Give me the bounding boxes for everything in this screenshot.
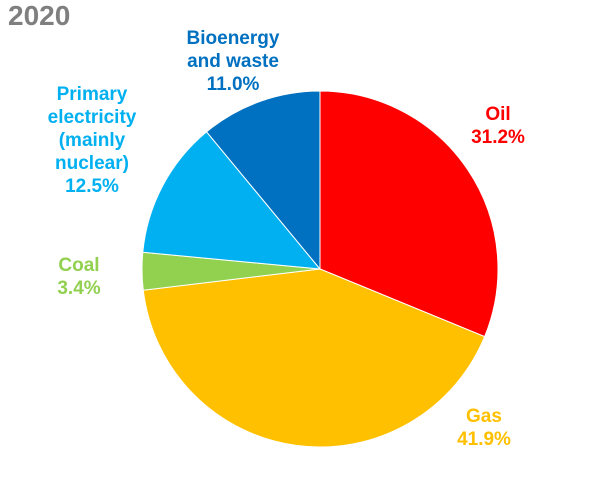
slice-label-primary-electricity: Primary electricity (mainly nuclear) 12.… [47, 84, 137, 197]
pie-slice-primary-electricity [142, 131, 322, 270]
pie-slice-bioenergy [205, 90, 321, 271]
pie-slice-gas [142, 268, 486, 448]
slice-label-gas: Gas 41.9% [457, 406, 511, 450]
slice-label-bioenergy: Bioenergy and waste 11.0% [186, 28, 280, 95]
pie-slice-oil [319, 90, 499, 338]
slice-label-oil: Oil 31.2% [471, 104, 525, 148]
slice-label-coal: Coal 3.4% [57, 255, 101, 299]
chart-title: 2020 [8, 0, 71, 31]
